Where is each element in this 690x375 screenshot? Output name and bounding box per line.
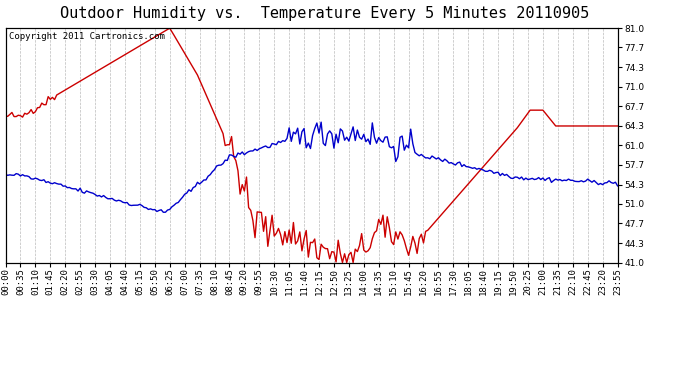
Text: Copyright 2011 Cartronics.com: Copyright 2011 Cartronics.com xyxy=(8,32,164,40)
Text: Outdoor Humidity vs.  Temperature Every 5 Minutes 20110905: Outdoor Humidity vs. Temperature Every 5… xyxy=(59,6,589,21)
